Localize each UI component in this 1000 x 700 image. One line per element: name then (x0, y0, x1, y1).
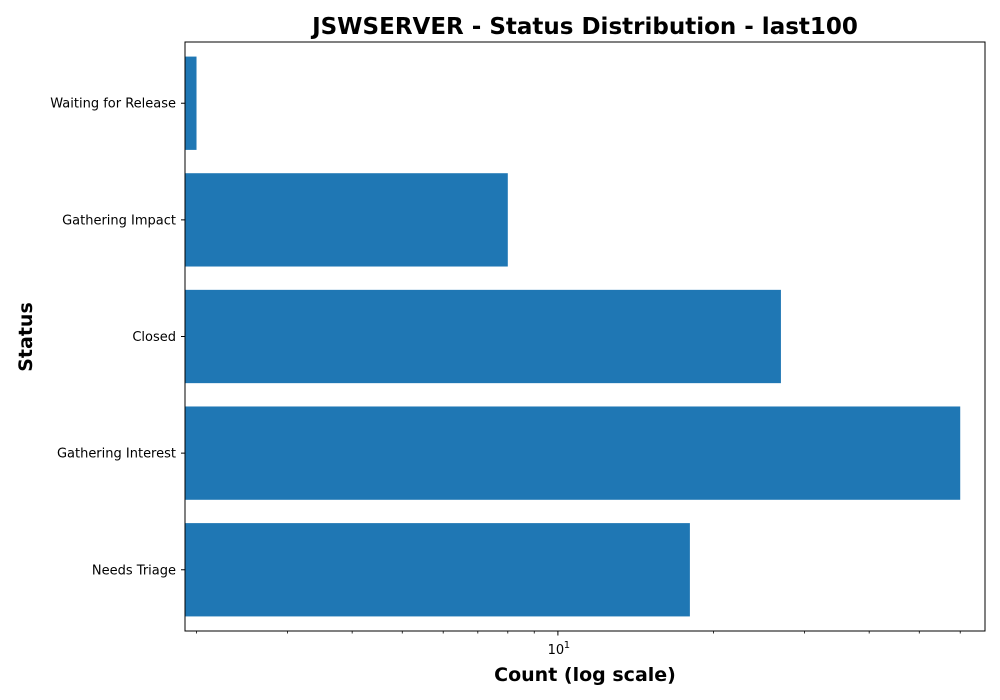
ticks-group: Needs Triage Gathering Interest Closed Gath… (50, 97, 961, 658)
bar-gathering-interest (185, 406, 961, 500)
y-tick-label-gathering-impact: Gathering Impact (62, 213, 176, 228)
bar-gathering-impact (185, 173, 508, 267)
y-tick-label-waiting-for-release: Waiting for Release (50, 97, 176, 112)
x-tick-label-exponent: 1 (564, 640, 570, 651)
x-tick-label: 10 (548, 643, 565, 658)
bar-closed (185, 289, 781, 384)
y-axis-label: Status (15, 302, 37, 372)
bars-group (185, 56, 961, 617)
bar-waiting-for-release (185, 56, 197, 150)
y-tick-label-needs-triage: Needs Triage (92, 563, 176, 578)
chart-title: JSWSERVER - Status Distribution - last10… (310, 14, 858, 40)
y-tick-label-gathering-interest: Gathering Interest (57, 447, 176, 462)
y-tick-label-closed: Closed (132, 330, 176, 345)
bar-needs-triage (185, 523, 690, 617)
x-axis-label: Count (log scale) (494, 664, 676, 686)
